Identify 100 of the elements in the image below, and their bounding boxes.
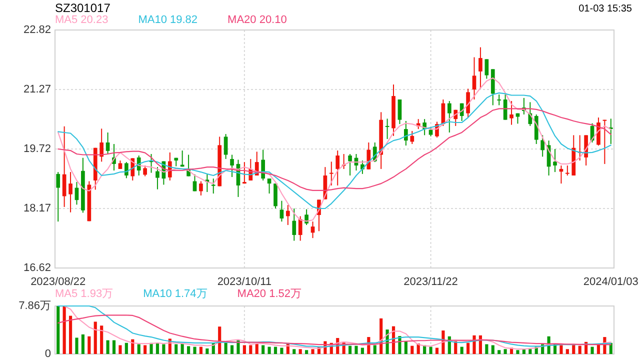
candlestick [596, 117, 600, 146]
candlestick [366, 142, 371, 170]
x-tick-label: 2023/11/22 [404, 276, 458, 288]
candlestick [336, 150, 340, 186]
bar [144, 345, 147, 354]
bar [354, 346, 358, 354]
bar [466, 342, 470, 354]
bar [578, 346, 582, 354]
candlestick [211, 178, 216, 194]
candlestick [192, 174, 197, 192]
text: MA20 20.10 [228, 14, 287, 26]
bar [118, 345, 122, 354]
bar [460, 346, 464, 354]
bar [174, 344, 178, 354]
candlestick [329, 161, 334, 186]
bar [491, 345, 494, 354]
bar [280, 348, 284, 354]
bar [566, 349, 569, 354]
y-tick-label: 16.62 [23, 262, 51, 274]
candlestick [404, 120, 408, 146]
bar [100, 326, 104, 354]
bar [504, 349, 507, 354]
candlestick [106, 132, 110, 154]
candlestick [143, 165, 147, 177]
candlestick [497, 94, 502, 106]
candlestick [298, 216, 302, 242]
bar [206, 348, 209, 354]
y-tick-label: 21.27 [23, 83, 51, 96]
candlestick [286, 204, 290, 226]
candlestick [274, 183, 278, 209]
bar [75, 338, 78, 354]
bar [292, 349, 296, 354]
y-tick-label: 18.17 [23, 202, 51, 214]
bar [305, 350, 308, 354]
bar [193, 346, 196, 354]
bar [249, 345, 252, 354]
bar [268, 346, 271, 354]
bar [187, 346, 190, 354]
text: MA10 1.74万 [143, 288, 208, 300]
line-series [58, 314, 612, 346]
candlestick [534, 114, 538, 145]
bar [528, 349, 532, 354]
candlestick [224, 134, 228, 160]
candlestick [261, 149, 265, 181]
bar [274, 346, 278, 354]
bar [230, 345, 234, 354]
bar [596, 344, 600, 354]
bar [162, 344, 166, 354]
candlestick [100, 128, 104, 162]
bar [255, 344, 258, 354]
bar [516, 350, 520, 354]
bar [68, 316, 72, 354]
candlestick [466, 88, 470, 118]
bar [311, 349, 314, 354]
candlestick [304, 208, 308, 226]
x-tick-label: 2024/01/03 [583, 276, 638, 288]
bar [199, 346, 202, 354]
candlestick [280, 200, 284, 222]
bar [410, 346, 414, 354]
candlestick [553, 148, 557, 173]
bar [62, 306, 66, 354]
bar [112, 340, 116, 354]
candlestick [267, 178, 272, 194]
text: MA5 20.23 [55, 14, 108, 26]
candlestick [292, 208, 296, 242]
bar [224, 342, 228, 354]
bar [404, 341, 408, 354]
bar [590, 346, 594, 354]
y-tick-label: 19.72 [23, 142, 51, 155]
candlestick [602, 119, 607, 164]
bar [88, 336, 91, 354]
bar [150, 342, 153, 354]
bar [298, 349, 302, 354]
bar [56, 306, 60, 354]
text: MA10 19.82 [138, 14, 198, 26]
candlestick [484, 58, 489, 80]
candlestick [124, 162, 128, 179]
chart-title: SZ301017 [55, 1, 111, 16]
y-tick-label: 7.86万 [18, 300, 51, 312]
bar [485, 344, 488, 354]
x-tick-label: 2023/08/22 [30, 276, 86, 288]
candlestick [472, 56, 476, 100]
candlestick [398, 98, 402, 125]
bar [348, 346, 352, 354]
y-tick-label: 22.82 [23, 24, 51, 36]
candlestick [540, 134, 544, 158]
candlestick [230, 154, 234, 178]
bar [498, 350, 501, 354]
bar [106, 340, 110, 354]
candlestick [510, 100, 514, 126]
bar [522, 349, 526, 354]
bar [124, 342, 128, 354]
bar [262, 345, 265, 354]
text: MA20 1.52万 [237, 288, 302, 300]
candlestick [199, 180, 203, 196]
candlestick [56, 172, 60, 222]
candlestick [565, 165, 570, 176]
bar [94, 322, 97, 354]
bar [156, 344, 160, 354]
bar [137, 344, 140, 354]
